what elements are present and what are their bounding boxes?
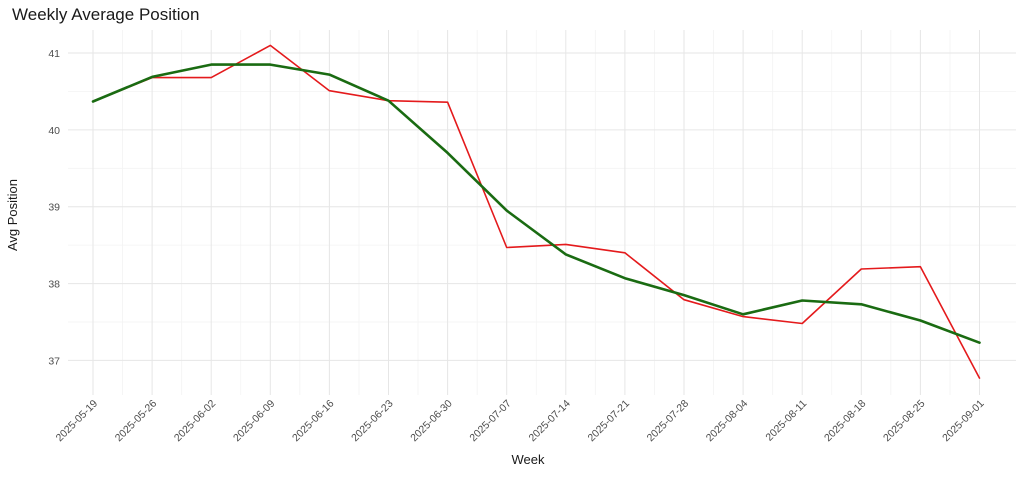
- x-tick-label: 2025-07-21: [586, 398, 633, 445]
- x-tick-label: 2025-08-11: [763, 398, 809, 444]
- y-tick-label: 40: [48, 125, 60, 137]
- y-axis-ticks: 37 38 39 40 41: [48, 48, 60, 367]
- series-line-2: [91, 63, 981, 345]
- x-tick-label: 2025-06-09: [231, 398, 278, 445]
- x-tick-label: 2025-07-14: [526, 398, 573, 445]
- x-tick-label: 2025-06-23: [349, 398, 396, 445]
- y-tick-label: 38: [48, 279, 60, 291]
- x-tick-label: 2025-05-26: [113, 398, 160, 445]
- x-tick-label: 2025-09-01: [940, 398, 987, 445]
- x-tick-label: 2025-05-19: [54, 398, 101, 445]
- x-axis-ticks: 2025-05-19 2025-05-26 2025-06-02 2025-06-09…: [54, 398, 987, 445]
- chart-title: Weekly Average Position: [12, 5, 199, 24]
- series-line-1: [92, 44, 981, 379]
- x-tick-label: 2025-08-18: [822, 398, 869, 445]
- y-tick-label: 37: [48, 355, 60, 367]
- x-tick-label: 2025-06-16: [290, 398, 337, 445]
- y-tick-label: 39: [48, 202, 60, 214]
- x-tick-label: 2025-08-25: [881, 398, 928, 445]
- grid: [68, 30, 1016, 395]
- x-tick-label: 2025-07-28: [645, 398, 692, 445]
- series-lines: [91, 44, 981, 379]
- x-tick-label: 2025-06-30: [408, 398, 455, 445]
- y-axis-title: Avg Position: [5, 179, 20, 251]
- x-tick-label: 2025-08-04: [704, 398, 751, 445]
- y-tick-label: 41: [48, 48, 60, 60]
- x-tick-label: 2025-07-07: [467, 398, 514, 445]
- x-axis-title: Week: [512, 452, 545, 467]
- x-tick-label: 2025-06-02: [172, 398, 219, 445]
